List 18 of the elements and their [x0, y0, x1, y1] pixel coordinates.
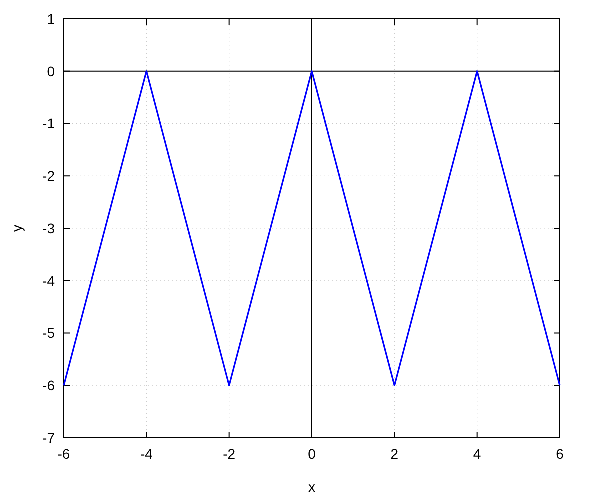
x-tick-label: 2	[390, 446, 399, 462]
x-tick-label: -4	[140, 446, 154, 462]
y-tick-label: 1	[47, 10, 56, 27]
y-axis-title: y	[9, 225, 25, 232]
x-tick-label: 4	[473, 446, 482, 462]
y-tick-label: -6	[42, 378, 56, 394]
y-tick-label: -5	[42, 325, 56, 342]
x-axis-title: x	[308, 479, 316, 495]
x-tick-label: -2	[223, 446, 236, 462]
y-tick-label: -1	[42, 116, 56, 132]
y-tick-label: -7	[42, 430, 56, 446]
x-tick-label: -6	[58, 446, 70, 462]
y-tick-label: -4	[42, 272, 56, 289]
x-tick-label: 6	[556, 446, 564, 462]
y-tick-label: 0	[47, 63, 56, 80]
x-tick-label: 0	[308, 446, 316, 462]
y-tick-label: -2	[42, 168, 56, 184]
y-tick-label: -3	[42, 220, 56, 236]
